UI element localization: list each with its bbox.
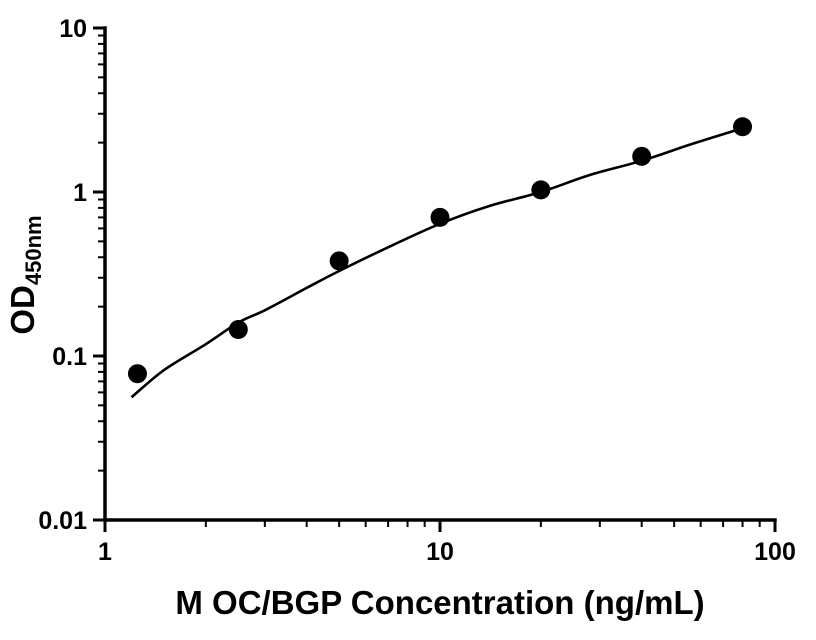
axis-ticks — [93, 26, 777, 532]
y-axis-title-sub: 450nm — [21, 215, 46, 285]
data-point — [632, 146, 652, 166]
x-axis-title: M OC/BGP Concentration (ng/mL) — [175, 584, 704, 621]
data-point — [430, 207, 450, 227]
data-point — [531, 180, 551, 200]
data-point — [228, 320, 248, 340]
x-tick-label: 1 — [98, 538, 112, 566]
plot-series — [127, 117, 753, 399]
y-tick-label: 1 — [73, 179, 87, 207]
x-tick-label: 10 — [426, 538, 454, 566]
data-point — [127, 364, 147, 384]
y-tick-label: 0.01 — [38, 507, 87, 535]
y-tick-label: 0.1 — [52, 343, 87, 371]
data-point — [329, 251, 349, 271]
data-point — [733, 117, 753, 137]
y-axis-title: OD450nm — [4, 215, 46, 334]
x-tick-label: 100 — [754, 538, 796, 566]
axis-tick-labels: 1 10 100 0.01 0.1 1 10 — [38, 15, 796, 566]
y-tick-label: 10 — [59, 15, 87, 43]
fitted-curve-line — [130, 126, 743, 399]
axes — [103, 26, 777, 522]
y-axis-title-main: OD — [4, 285, 41, 335]
